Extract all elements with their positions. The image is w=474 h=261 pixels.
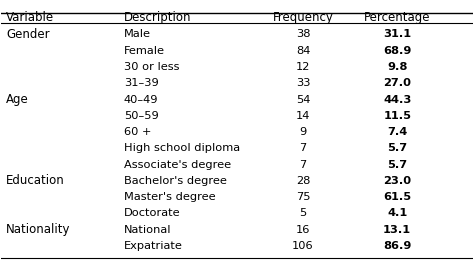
Text: 9.8: 9.8 <box>387 62 408 72</box>
Text: Doctorate: Doctorate <box>124 208 181 218</box>
Text: 11.5: 11.5 <box>383 111 411 121</box>
Text: 4.1: 4.1 <box>387 208 407 218</box>
Text: Gender: Gender <box>6 28 50 41</box>
Text: 84: 84 <box>296 46 310 56</box>
Text: Variable: Variable <box>6 11 54 24</box>
Text: 54: 54 <box>296 94 310 104</box>
Text: 7: 7 <box>300 159 307 170</box>
Text: 5: 5 <box>300 208 307 218</box>
Text: 68.9: 68.9 <box>383 46 411 56</box>
Text: 33: 33 <box>296 78 310 88</box>
Text: 16: 16 <box>296 225 310 235</box>
Text: 27.0: 27.0 <box>383 78 411 88</box>
Text: High school diploma: High school diploma <box>124 143 240 153</box>
Text: 61.5: 61.5 <box>383 192 411 202</box>
Text: National: National <box>124 225 172 235</box>
Text: Master's degree: Master's degree <box>124 192 216 202</box>
Text: Male: Male <box>124 29 151 39</box>
Text: 7.4: 7.4 <box>387 127 407 137</box>
Text: 106: 106 <box>292 241 314 251</box>
Text: Associate's degree: Associate's degree <box>124 159 231 170</box>
Text: Female: Female <box>124 46 165 56</box>
Text: 28: 28 <box>296 176 310 186</box>
Text: Age: Age <box>6 93 29 106</box>
Text: 5.7: 5.7 <box>387 143 407 153</box>
Text: 14: 14 <box>296 111 310 121</box>
Text: 38: 38 <box>296 29 310 39</box>
Text: 30 or less: 30 or less <box>124 62 179 72</box>
Text: 60 +: 60 + <box>124 127 151 137</box>
Text: 86.9: 86.9 <box>383 241 411 251</box>
Text: 50–59: 50–59 <box>124 111 159 121</box>
Text: 31–39: 31–39 <box>124 78 159 88</box>
Text: 7: 7 <box>300 143 307 153</box>
Text: 40–49: 40–49 <box>124 94 158 104</box>
Text: Bachelor's degree: Bachelor's degree <box>124 176 227 186</box>
Text: Frequency: Frequency <box>273 11 333 24</box>
Text: Percentage: Percentage <box>364 11 430 24</box>
Text: 5.7: 5.7 <box>387 159 407 170</box>
Text: Nationality: Nationality <box>6 223 71 236</box>
Text: 13.1: 13.1 <box>383 225 411 235</box>
Text: Description: Description <box>124 11 191 24</box>
Text: 44.3: 44.3 <box>383 94 411 104</box>
Text: Expatriate: Expatriate <box>124 241 183 251</box>
Text: Education: Education <box>6 174 65 187</box>
Text: 31.1: 31.1 <box>383 29 411 39</box>
Text: 9: 9 <box>300 127 307 137</box>
Text: 23.0: 23.0 <box>383 176 411 186</box>
Text: 75: 75 <box>296 192 310 202</box>
Text: 12: 12 <box>296 62 310 72</box>
